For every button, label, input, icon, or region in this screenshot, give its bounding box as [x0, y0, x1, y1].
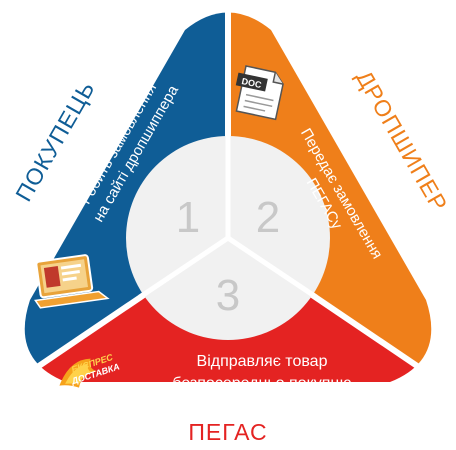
laptop-icon [34, 254, 110, 309]
express-delivery-icon: ЕКСПРЕС ДОСТАВКА [59, 352, 121, 388]
doc-icon-label: DOC [241, 76, 263, 90]
dropshipper-title: ДРОПШИПЕР [351, 66, 453, 216]
segment-pegas [24, 238, 432, 382]
pegas-description-line1: Відправляє товар [197, 353, 328, 370]
step-number-2: 2 [256, 193, 280, 242]
pegas-description-line2: безпосередньо покупцю [172, 375, 351, 392]
doc-icon: DOC [235, 65, 284, 121]
step-number-3: 3 [216, 271, 240, 320]
step-number-1: 1 [176, 193, 200, 242]
pegas-title: ПЕГАС [188, 419, 267, 445]
